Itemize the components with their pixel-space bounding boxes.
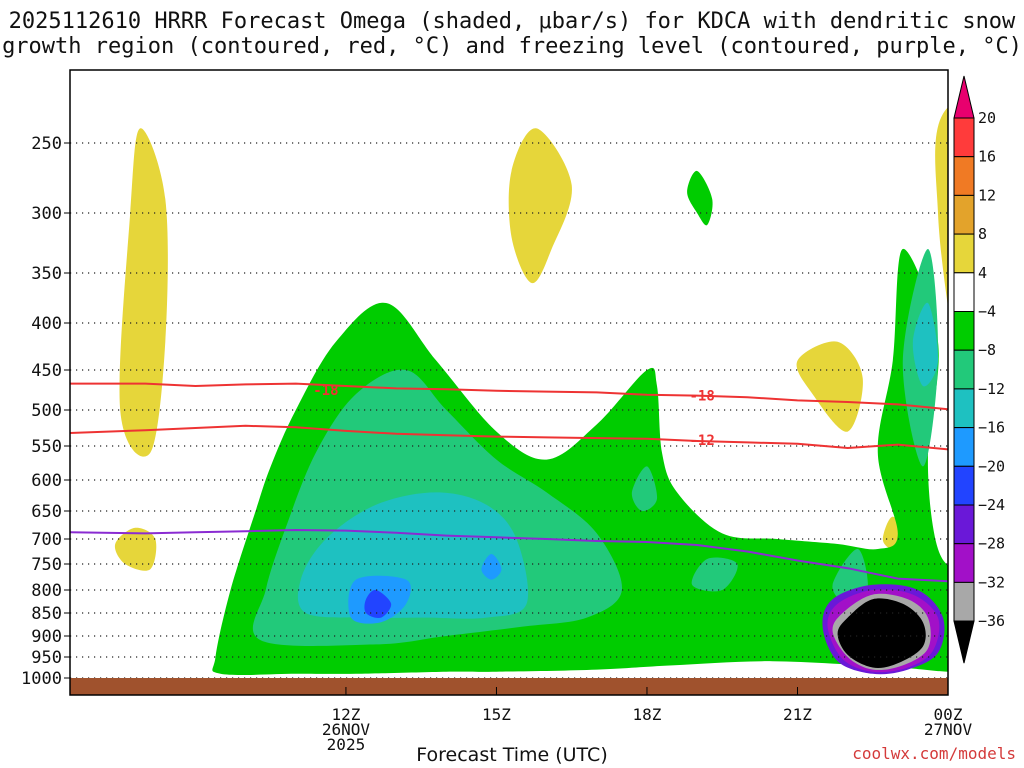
colorbar-swatch-7: [953, 349, 975, 390]
plot-frame: [69, 69, 949, 696]
contour-label-0: -18: [313, 383, 338, 399]
colorbar-label-2: 12: [978, 186, 996, 204]
x-tick-label-18Z: 18Z: [633, 705, 662, 724]
y-tick-label-1000: 1000: [21, 669, 62, 689]
colorbar-arrow-bottom: [953, 620, 975, 664]
y-tick-label-250: 250: [31, 134, 62, 154]
colorbar-swatch-13: [953, 581, 975, 622]
contour-label-2: -12: [690, 433, 715, 449]
y-tick-label-800: 800: [31, 581, 62, 601]
y-tick-label-400: 400: [31, 314, 62, 334]
colorbar-swatch-5: [953, 272, 975, 312]
omega-region-14: [691, 557, 738, 592]
y-tick-label-700: 700: [31, 530, 62, 550]
colorbar: 20 16 12 8 4 −4 −8 −12 −16 −20 −24 −28 −32 −36: [953, 75, 1005, 664]
omega-region-2: [508, 128, 572, 284]
y-tick-label-950: 950: [31, 648, 62, 668]
ground-bar: [70, 678, 948, 695]
y-tick-label-450: 450: [31, 361, 62, 381]
contour-line-2: [70, 528, 948, 583]
y-tick-label-650: 650: [31, 502, 62, 522]
colorbar-swatch-4: [953, 233, 975, 274]
omega-region-17: [1005, 528, 1024, 674]
colorbar-label-1: 16: [978, 148, 996, 166]
colorbar-swatch-1: [953, 117, 975, 158]
credit-link[interactable]: coolwx.com/models: [852, 744, 1016, 763]
contour-line-0: [70, 382, 948, 411]
x-tick-label-12Z: 12Z: [331, 705, 360, 724]
colorbar-swatch-3: [953, 194, 975, 235]
colorbar-arrow-top: [953, 75, 975, 119]
omega-region-24: [364, 589, 392, 618]
omega-region-5: [935, 107, 948, 308]
x-tick-label-15Z: 15Z: [482, 705, 511, 724]
omega-region-0: [119, 128, 168, 457]
x-axis-title: Forecast Time (UTC): [416, 744, 608, 766]
x-tick-label-00Z-sub1: 27NOV: [924, 720, 973, 739]
colorbar-swatch-8: [953, 388, 975, 429]
colorbar-label-12: −32: [978, 573, 1005, 591]
x-tick-label-00Z: 00Z: [934, 705, 963, 724]
omega-region-3: [796, 341, 863, 432]
chart-title-line2: growth region (contoured, red, °C) and f…: [2, 34, 1022, 59]
colorbar-swatch-2: [953, 156, 975, 196]
colorbar-label-8: −16: [978, 419, 1005, 437]
y-axis: 250 300 350 400 450 500 550 600 650 700 750 800 850 9…: [21, 134, 70, 689]
colorbar-label-10: −24: [978, 496, 1005, 514]
colorbar-label-11: −28: [978, 535, 1005, 553]
colorbar-label-0: 20: [978, 109, 996, 127]
y-tick-label-900: 900: [31, 627, 62, 647]
omega-region-22: [481, 554, 502, 580]
y-tick-label-500: 500: [31, 401, 62, 421]
y-tick-label-750: 750: [31, 555, 62, 575]
y-tick-label-600: 600: [31, 471, 62, 491]
x-tick-label-21Z: 21Z: [783, 705, 812, 724]
temperature-contours: -18 -18-12-12: [70, 382, 948, 583]
omega-region-13: [631, 466, 658, 512]
colorbar-label-7: −12: [978, 380, 1005, 398]
omega-shading: [114, 107, 1024, 676]
y-tick-label-850: 850: [31, 604, 62, 624]
omega-region-9: [687, 170, 713, 226]
x-tick-label-12Z-sub1: 26NOV: [322, 720, 371, 739]
y-tick-label-550: 550: [31, 437, 62, 457]
colorbar-label-13: −36: [978, 612, 1005, 630]
colorbar-label-4: 4: [978, 264, 987, 282]
x-axis: 12Z26NOV202515Z18Z21Z00Z27NOV03Z: [322, 687, 973, 754]
colorbar-label-9: −20: [978, 457, 1005, 475]
y-tick-label-300: 300: [31, 204, 62, 224]
colorbar-swatch-9: [953, 427, 975, 467]
colorbar-swatch-10: [953, 465, 975, 506]
colorbar-swatch-12: [953, 543, 975, 583]
omega-region-1: [114, 527, 157, 571]
colorbar-label-6: −8: [978, 341, 996, 359]
omega-region-19: [912, 302, 939, 387]
contour-line-1: [70, 424, 948, 451]
colorbar-label-3: 8: [978, 225, 987, 243]
colorbar-label-5: −4: [978, 303, 996, 321]
omega-region-30: [837, 598, 926, 668]
colorbar-swatch-6: [953, 311, 975, 351]
x-tick-label-12Z-sub2: 2025: [327, 735, 366, 754]
y-tick-label-350: 350: [31, 264, 62, 284]
chart-title-line1: 2025112610 HRRR Forecast Omega (shaded, …: [8, 9, 1016, 34]
contour-label-1: -18: [690, 389, 715, 405]
colorbar-swatch-11: [953, 504, 975, 545]
